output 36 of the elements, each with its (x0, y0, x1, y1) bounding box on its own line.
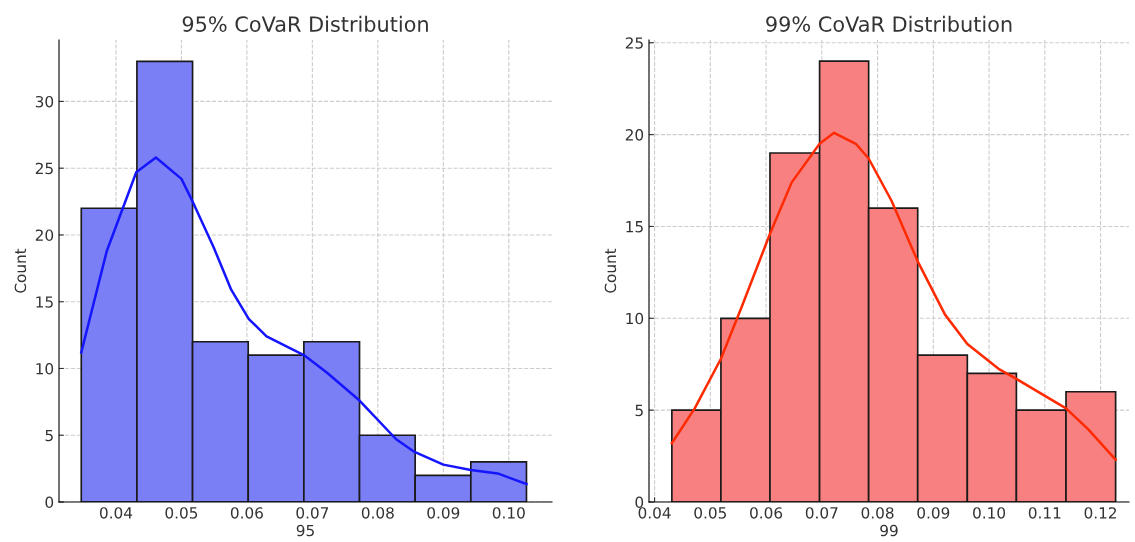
line-series (80, 156, 528, 486)
x-tick-label: 0.10 (973, 507, 1006, 519)
chart-title: 99% CoVaR Distribution (766, 15, 1012, 32)
y-tick-label: 25 (625, 37, 643, 49)
y-tick-label: 10 (626, 312, 644, 325)
y-axis-title: Count (14, 248, 27, 293)
y-tick-label: 5 (45, 429, 53, 442)
x-tick-label: 0.08 (361, 507, 394, 519)
y-tick-label: 15 (626, 221, 643, 233)
y-tick-label: 0 (45, 496, 54, 509)
x-tick-label: 0.09 (917, 507, 950, 519)
x-tick-label: 0.09 (427, 507, 460, 519)
y-tick-label: 10 (36, 362, 54, 375)
chart-title: 95% CoVaR Distribution (182, 15, 428, 32)
x-tick-label: 0.04 (638, 507, 671, 519)
y-tick-label: 30 (35, 95, 54, 108)
y-tick-label: 20 (35, 229, 54, 241)
y-tick-label: 15 (36, 296, 53, 308)
y-axis-title: Count (604, 248, 617, 293)
x-tick-label: 0.11 (1028, 507, 1061, 519)
x-axis-title: 95 (296, 524, 314, 537)
x-tick-label: 0.06 (230, 507, 263, 519)
x-tick-label: 0.05 (694, 507, 726, 519)
x-tick-label: 0.12 (1084, 507, 1117, 519)
y-tick-label: 20 (625, 129, 644, 141)
y-tick-label: 5 (635, 404, 643, 417)
x-tick-label: 0.07 (296, 507, 329, 519)
line-series (670, 131, 1117, 461)
x-tick-label: 0.10 (492, 507, 525, 519)
y-tick-label: 25 (35, 162, 53, 175)
x-tick-label: 0.05 (165, 507, 198, 519)
x-tick-label: 0.07 (805, 507, 838, 519)
x-tick-label: 0.06 (750, 507, 783, 519)
x-axis-title: 99 (880, 524, 898, 537)
x-tick-label: 0.08 (861, 507, 894, 519)
x-tick-label: 0.04 (99, 507, 133, 519)
